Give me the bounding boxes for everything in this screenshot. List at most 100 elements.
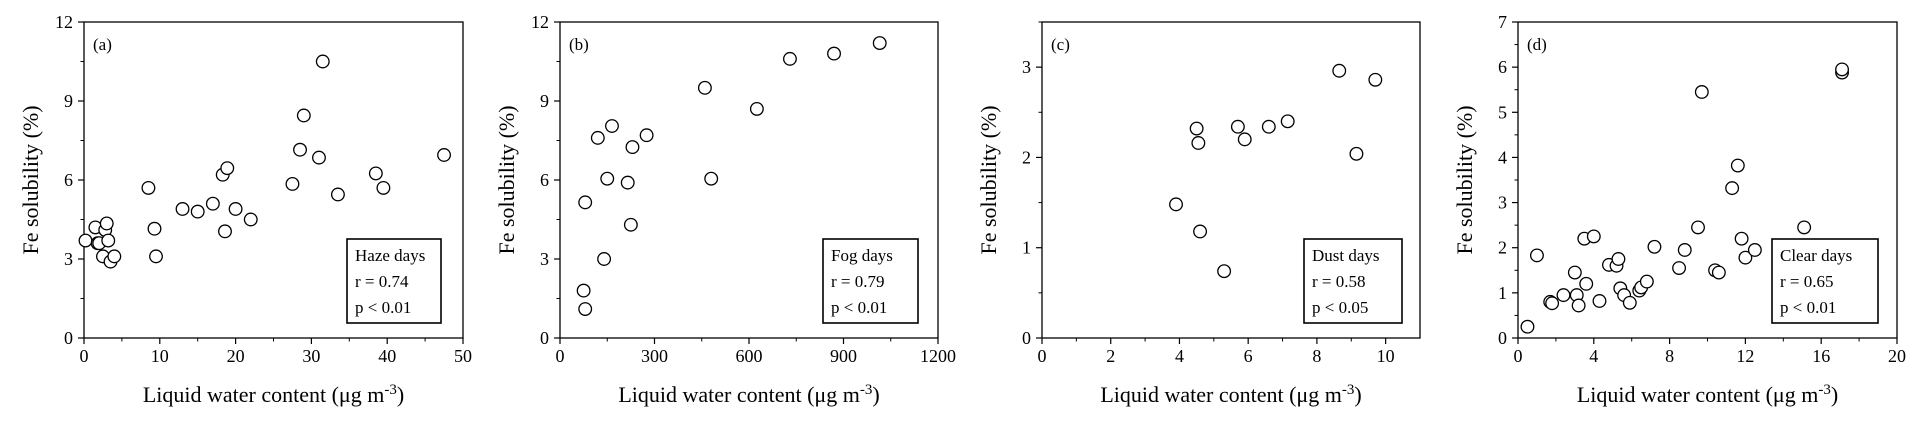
y-tick-label: 3 (1022, 57, 1031, 77)
panel-label: (a) (93, 35, 112, 54)
data-point (243, 212, 258, 227)
data-point (1217, 264, 1232, 279)
x-tick-label: 900 (830, 346, 857, 366)
data-point (704, 171, 719, 186)
y-tick-label: 6 (1498, 57, 1507, 77)
data-point (1611, 252, 1626, 266)
x-tick-label: 0 (1514, 346, 1523, 366)
data-point (605, 119, 619, 133)
data-point (147, 221, 162, 236)
stats-line: r = 0.58 (1312, 272, 1366, 291)
data-point (1529, 248, 1544, 263)
x-tick-label: 40 (378, 346, 396, 366)
x-tick-label: 2 (1106, 346, 1115, 366)
y-tick-label: 6 (540, 170, 549, 190)
data-point (1586, 229, 1601, 244)
data-point (376, 180, 391, 195)
x-tick-label: 10 (1377, 346, 1395, 366)
x-tick-label: 12 (1736, 346, 1754, 366)
y-axis-title: Fe solubility (%) (1452, 105, 1477, 254)
y-tick-label: 4 (1498, 147, 1507, 167)
data-point (1191, 136, 1206, 150)
data-point (99, 216, 114, 231)
x-axis-title: Liquid water content (μg m-3) (1577, 382, 1838, 407)
data-point (312, 150, 326, 165)
panel-label: (d) (1527, 35, 1547, 54)
data-point (296, 108, 311, 123)
x-axis-title: Liquid water content (μg m-3) (143, 382, 404, 407)
stats-line: p < 0.01 (1780, 298, 1836, 317)
data-point (578, 302, 593, 316)
y-tick-label: 6 (64, 170, 73, 190)
data-point (1567, 265, 1582, 280)
data-point (220, 161, 235, 176)
x-tick-label: 4 (1589, 346, 1598, 366)
data-point (1332, 63, 1347, 78)
data-point (1639, 274, 1654, 289)
data-point (1835, 62, 1849, 77)
x-tick-label: 50 (454, 346, 472, 366)
data-point (1677, 243, 1692, 257)
plot-frame (1041, 21, 1421, 339)
data-point (330, 187, 345, 202)
data-point (1725, 181, 1740, 196)
x-axis-title: Liquid water content (μg m-3) (618, 382, 879, 407)
stats-line: Dust days (1312, 246, 1380, 265)
y-tick-label: 0 (1498, 328, 1507, 348)
chart-panel-2: 0 300 600 900 1200 0 3 6 9 12 (b) Liquid water cont… (494, 12, 956, 407)
stats-line: Haze days (355, 246, 425, 265)
y-tick-label: 3 (540, 249, 549, 269)
data-point (1280, 114, 1295, 129)
y-tick-label: 3 (64, 249, 73, 269)
data-point (1193, 224, 1208, 239)
y-tick-label: 0 (1022, 328, 1031, 348)
y-axis-title: Fe solubility (%) (976, 105, 1001, 254)
data-point (1545, 296, 1560, 311)
stats-box (1303, 238, 1403, 324)
data-point (639, 128, 654, 143)
y-tick-label: 0 (540, 328, 549, 348)
panel-label: (c) (1051, 35, 1070, 54)
stats-box (346, 238, 442, 324)
x-tick-label: 30 (302, 346, 320, 366)
x-tick-label: 8 (1312, 346, 1321, 366)
y-tick-label: 2 (1022, 147, 1031, 167)
data-point (1747, 243, 1762, 257)
data-point (1349, 146, 1364, 161)
data-point (1734, 231, 1749, 246)
x-tick-label: 10 (151, 346, 169, 366)
data-point (149, 249, 163, 264)
data-point (285, 176, 300, 191)
data-point (1579, 276, 1594, 291)
data-point (293, 142, 307, 157)
data-point (1230, 119, 1245, 134)
data-point (1368, 72, 1383, 87)
x-tick-label: 4 (1175, 346, 1184, 366)
chart-panel-3: 0 2 4 6 8 10 0 1 2 3 (c) Liquid water content (μg m… (976, 21, 1421, 407)
x-tick-label: 16 (1812, 346, 1830, 366)
stats-line: Clear days (1780, 246, 1852, 265)
data-point (1189, 121, 1204, 136)
data-point (1672, 261, 1687, 275)
data-point (1592, 294, 1607, 308)
data-point (600, 171, 615, 186)
data-point (749, 101, 764, 116)
y-tick-label: 0 (64, 328, 73, 348)
data-point (1237, 132, 1252, 147)
y-tick-label: 12 (531, 12, 549, 32)
data-point (1622, 295, 1637, 310)
data-point (368, 166, 383, 181)
data-point (175, 202, 190, 216)
stats-line: p < 0.01 (355, 298, 411, 317)
data-point (1261, 119, 1276, 134)
x-tick-label: 0 (80, 346, 89, 366)
stats-line: p < 0.05 (1312, 298, 1368, 317)
stats-line: r = 0.65 (1780, 272, 1834, 291)
data-point (437, 148, 452, 162)
x-tick-label: 20 (1888, 346, 1906, 366)
y-tick-label: 3 (1498, 193, 1507, 213)
data-point (783, 51, 797, 66)
data-point (1711, 265, 1726, 280)
data-point (576, 283, 591, 298)
